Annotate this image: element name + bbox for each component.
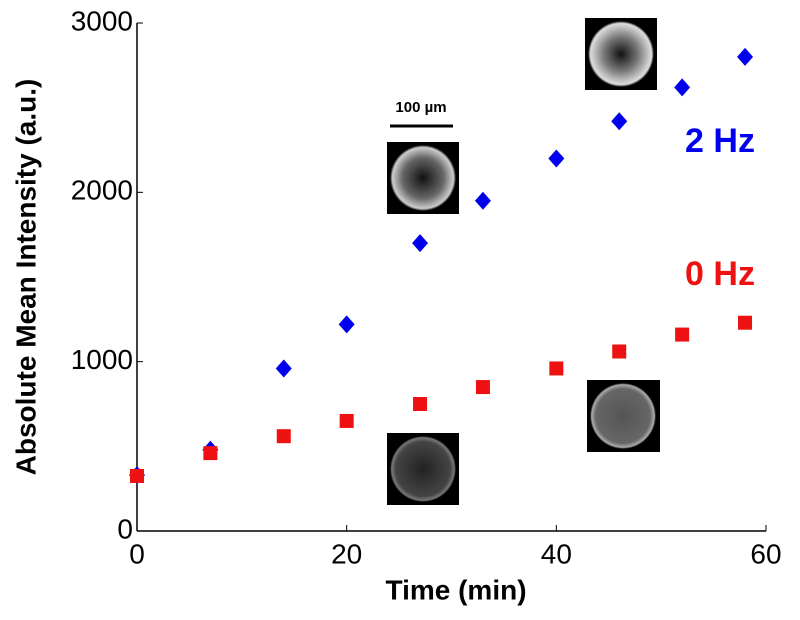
y-tick-label: 2000	[71, 175, 133, 206]
point	[612, 344, 627, 359]
point	[276, 429, 291, 444]
point	[413, 397, 428, 411]
x-tick-label: 60	[750, 538, 781, 569]
series-label: 2 Hz	[685, 122, 755, 160]
y-tick-label: 1000	[71, 344, 133, 375]
point	[549, 361, 564, 376]
point	[338, 315, 355, 334]
point	[674, 78, 691, 97]
x-tick-label: 40	[541, 538, 572, 569]
series-label: 0 Hz	[685, 255, 755, 293]
y-axis-label: Absolute Mean Intensity (a.u.)	[10, 79, 41, 476]
point	[339, 413, 354, 428]
x-tick-label: 0	[129, 538, 145, 569]
x-axis-label: Time (min)	[385, 574, 526, 605]
scale-label: 100 µm	[395, 99, 446, 116]
point	[474, 191, 491, 210]
y-tick-label: 0	[117, 513, 133, 544]
point	[275, 359, 292, 378]
y-tick-label: 3000	[71, 5, 133, 36]
point	[130, 468, 144, 483]
inset-disk	[589, 382, 657, 450]
point	[737, 47, 754, 66]
point	[475, 380, 490, 395]
inset-disk	[389, 435, 457, 503]
insets: 100 µm	[387, 18, 660, 505]
point	[611, 112, 628, 131]
inset-disk	[389, 144, 457, 212]
point	[675, 327, 690, 342]
inset-disk	[587, 20, 655, 88]
point	[738, 315, 753, 330]
x-tick-label: 20	[331, 538, 362, 569]
point	[203, 446, 218, 461]
point	[412, 234, 429, 253]
point	[548, 149, 565, 168]
